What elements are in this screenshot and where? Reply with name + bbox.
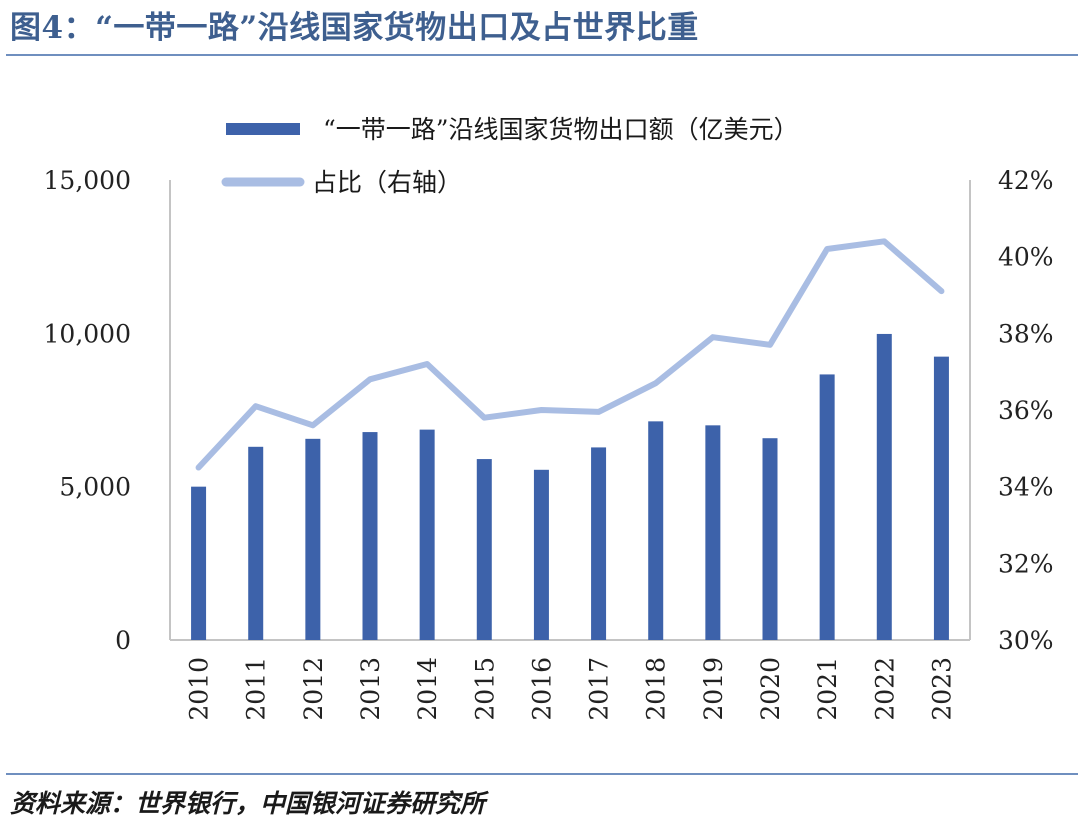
right-tick-label: 30% xyxy=(998,626,1054,655)
bar-2012 xyxy=(305,438,321,640)
x-tick-label: 2011 xyxy=(242,657,271,721)
left-axis-ticks: 0 5,000 10,000 15,000 xyxy=(44,166,131,655)
legend: “一带一路”沿线国家货物出口额（亿美元） 占比（右轴） xyxy=(221,115,799,197)
x-tick-label: 2015 xyxy=(470,657,499,721)
right-tick-label: 36% xyxy=(998,396,1054,425)
left-tick-label: 15,000 xyxy=(44,166,131,195)
right-tick-label: 38% xyxy=(998,319,1054,348)
bar-2014 xyxy=(419,429,435,640)
x-axis-ticks: 2010 2011 2012 2013 2014 2015 2016 2017 2018 2019… xyxy=(185,657,957,721)
bar-2011 xyxy=(248,446,264,640)
bar-2020 xyxy=(762,438,778,640)
bar-2019 xyxy=(705,425,721,640)
bar-2023 xyxy=(933,356,949,640)
right-tick-label: 40% xyxy=(998,243,1054,272)
left-tick-label: 0 xyxy=(115,626,131,655)
bar-2021 xyxy=(819,374,835,640)
left-tick-label: 10,000 xyxy=(44,319,131,348)
right-tick-label: 32% xyxy=(998,549,1054,578)
x-tick-label: 2014 xyxy=(413,657,442,721)
x-tick-label: 2019 xyxy=(699,657,728,721)
x-tick-label: 2022 xyxy=(870,657,899,721)
x-tick-label: 2023 xyxy=(927,657,956,721)
x-tick-label: 2017 xyxy=(585,657,614,721)
x-tick-label: 2013 xyxy=(356,657,385,721)
bar-2015 xyxy=(476,459,492,640)
bar-2018 xyxy=(648,421,664,640)
right-tick-label: 42% xyxy=(998,166,1054,195)
share-line-series xyxy=(195,238,945,471)
bar-2013 xyxy=(362,432,378,640)
bar-2017 xyxy=(591,447,607,640)
right-axis-ticks: 30% 32% 34% 36% 38% 40% 42% xyxy=(998,166,1054,655)
legend-bar-swatch xyxy=(226,123,300,135)
left-tick-label: 5,000 xyxy=(59,473,131,502)
top-divider xyxy=(6,54,1078,56)
bar-2016 xyxy=(533,469,549,640)
figure-title: 图4：“一带一路”沿线国家货物出口及占世界比重 xyxy=(10,10,699,46)
bottom-divider xyxy=(6,773,1078,775)
bar-2010 xyxy=(191,486,207,640)
x-tick-label: 2018 xyxy=(642,657,671,721)
x-tick-label: 2010 xyxy=(185,657,214,721)
x-tick-label: 2012 xyxy=(299,657,328,721)
bar-series xyxy=(191,333,949,640)
x-tick-label: 2020 xyxy=(756,657,785,721)
source-note: 资料来源：世界银行，中国银河证券研究所 xyxy=(10,789,486,818)
legend-bar-label: “一带一路”沿线国家货物出口额（亿美元） xyxy=(323,115,799,144)
legend-line-label: 占比（右轴） xyxy=(312,168,462,197)
bar-2022 xyxy=(876,333,892,640)
x-tick-label: 2016 xyxy=(527,657,556,721)
right-tick-label: 34% xyxy=(998,473,1054,502)
x-tick-label: 2021 xyxy=(813,657,842,721)
